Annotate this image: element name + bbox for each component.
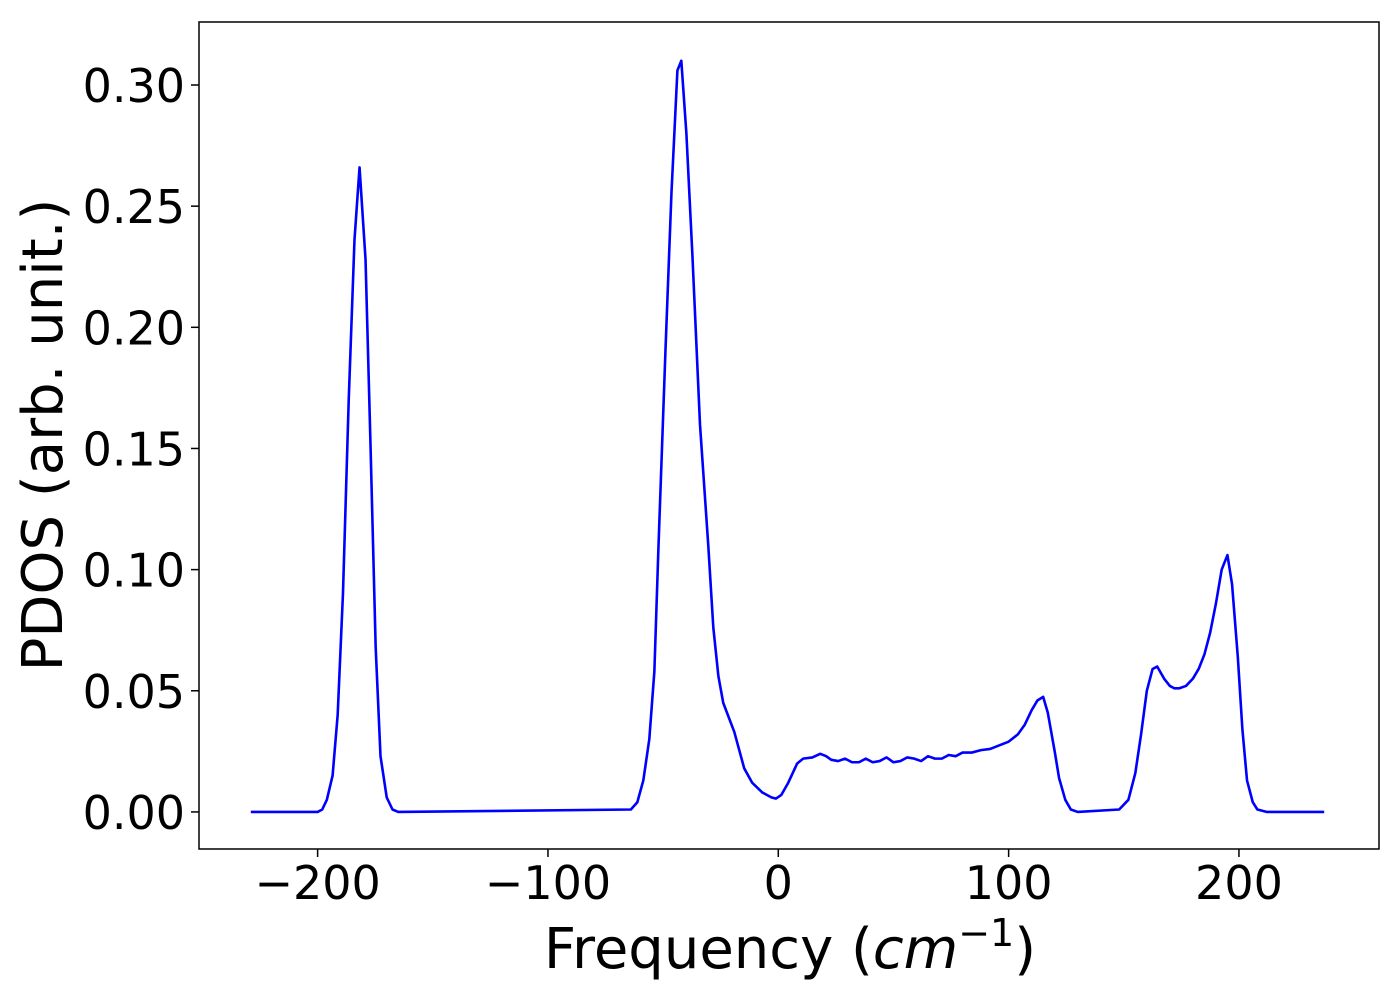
plot-frame [198, 21, 1380, 850]
y-tick-label: 0.15 [83, 422, 185, 476]
x-label-sup: −1 [958, 911, 1014, 955]
y-axis-label: PDOS (arb. unit.) [11, 199, 76, 672]
data-line [250, 59, 1325, 814]
x-tick-label: 0 [764, 856, 793, 910]
x-tick-label: 100 [965, 856, 1053, 910]
x-label-close: ) [1014, 917, 1036, 982]
x-axis-label: Frequency (cm−1) [544, 911, 1036, 982]
y-tick-label: 0.05 [83, 665, 185, 719]
x-label-math: cm [873, 917, 958, 982]
x-tick-label: −100 [485, 856, 611, 910]
x-tick-label: −200 [254, 856, 380, 910]
y-tick-label: 0.30 [83, 59, 185, 113]
x-label-text: Frequency ( [544, 917, 873, 982]
y-tick-label: 0.25 [83, 180, 185, 234]
y-tick-label: 0.10 [83, 544, 185, 598]
y-tick-label: 0.20 [83, 301, 185, 355]
x-tick-label: 200 [1195, 856, 1283, 910]
y-tick-label: 0.00 [83, 786, 185, 840]
